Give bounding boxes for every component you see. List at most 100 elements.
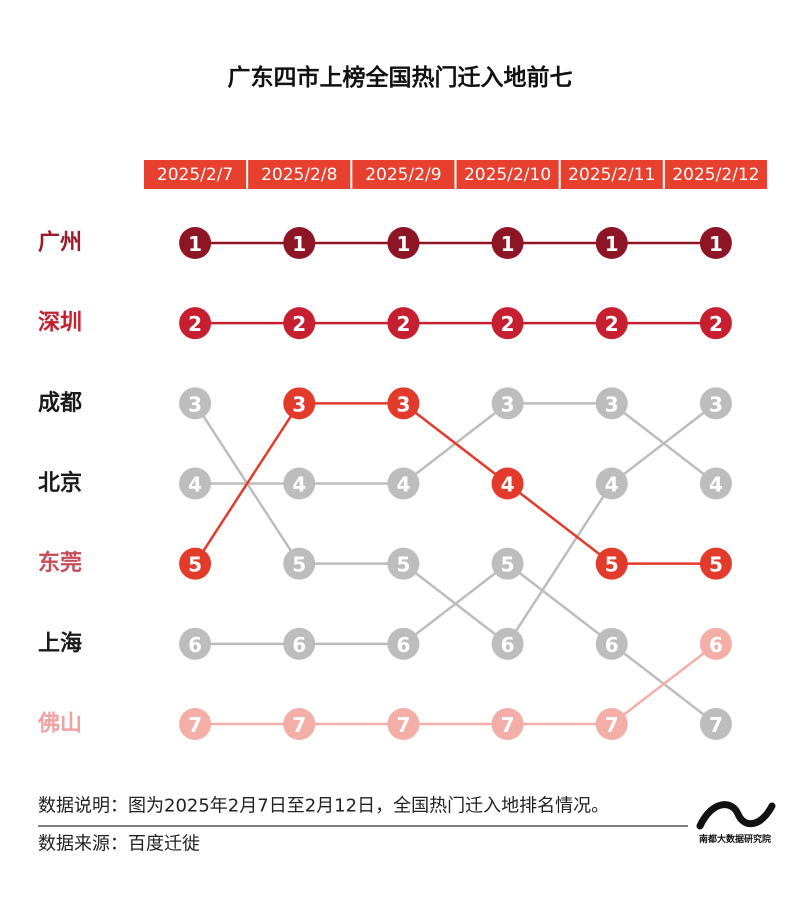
rank-node bbox=[179, 547, 212, 580]
rank-label: 5 bbox=[396, 553, 410, 577]
rank-node bbox=[179, 307, 212, 340]
row-label: 深圳 bbox=[38, 311, 82, 336]
rank-node bbox=[595, 627, 628, 660]
rank-node bbox=[387, 547, 420, 580]
date-header bbox=[248, 160, 351, 189]
rank-node bbox=[699, 467, 732, 500]
note: 数据来源：百度迁徙 bbox=[38, 834, 200, 855]
rank-node bbox=[179, 708, 212, 740]
x-tick-label: 2025/2/11 bbox=[568, 165, 655, 185]
rank-node bbox=[179, 627, 212, 660]
rank-node bbox=[595, 227, 628, 259]
rank-label: 7 bbox=[396, 713, 410, 737]
series-line bbox=[195, 642, 717, 726]
row-label: 东莞 bbox=[38, 550, 82, 576]
rank-label: 1 bbox=[501, 232, 515, 256]
rank-node bbox=[491, 467, 524, 500]
rank-label: 6 bbox=[709, 633, 723, 657]
rank-label: 2 bbox=[188, 312, 202, 336]
rank-node bbox=[699, 547, 732, 580]
row-label: 广州 bbox=[38, 230, 82, 256]
rank-node bbox=[699, 708, 732, 740]
rank-node bbox=[595, 387, 628, 420]
rank-node bbox=[595, 467, 628, 500]
rank-label: 5 bbox=[605, 553, 619, 577]
rank-label: 3 bbox=[605, 392, 619, 416]
rank-label: 7 bbox=[188, 713, 202, 737]
rank-node bbox=[179, 227, 212, 259]
rank-label: 1 bbox=[605, 232, 619, 256]
rank-node bbox=[699, 307, 732, 340]
rank-label: 5 bbox=[188, 553, 202, 577]
rank-node bbox=[595, 547, 628, 580]
rank-node bbox=[283, 307, 316, 340]
row-label: 佛山 bbox=[37, 712, 82, 737]
rank-label: 7 bbox=[709, 713, 723, 737]
rank-node bbox=[283, 227, 316, 259]
rank-label: 4 bbox=[605, 473, 619, 497]
rank-label: 7 bbox=[501, 713, 515, 737]
rank-node bbox=[283, 467, 316, 500]
note: 数据说明：图为2025年2月7日至2月12日，全国热门迁入地排名情况。 bbox=[38, 796, 609, 817]
series-line bbox=[194, 402, 717, 646]
x-tick-label: 2025/2/8 bbox=[261, 165, 337, 185]
rank-node bbox=[387, 627, 420, 660]
rank-label: 2 bbox=[396, 312, 410, 336]
rank-label: 7 bbox=[292, 713, 306, 737]
rank-label: 3 bbox=[292, 392, 306, 416]
rank-label: 4 bbox=[709, 473, 723, 497]
x-tick-label: 2025/2/7 bbox=[157, 165, 233, 185]
lines bbox=[194, 241, 717, 726]
rank-node bbox=[491, 307, 524, 340]
rank-node bbox=[283, 708, 316, 740]
x-tick-label: 2025/2/10 bbox=[464, 165, 551, 185]
rank-node bbox=[699, 387, 732, 420]
rank-label: 6 bbox=[292, 633, 306, 657]
series-line bbox=[195, 562, 717, 725]
row-label: 成都 bbox=[38, 391, 82, 416]
rank-node bbox=[699, 627, 732, 660]
rank-node bbox=[595, 708, 628, 740]
rank-label: 6 bbox=[396, 633, 410, 657]
rank-label: 1 bbox=[292, 232, 306, 256]
rank-node bbox=[387, 467, 420, 500]
date-header bbox=[144, 160, 247, 189]
logo-mark bbox=[696, 801, 776, 830]
row-label: 北京 bbox=[38, 470, 82, 496]
rank-node bbox=[283, 627, 316, 660]
rank-label: 1 bbox=[396, 232, 410, 256]
nodes: 3 5 5 6 4 3 4 4 4 3 3 4 6 6 6 5 6 7 1 1 1 1 1 1 2 2 2 2 2 2 5 3 3 4 5 5 7 7 7 7… bbox=[179, 227, 732, 740]
rank-label: 5 bbox=[501, 553, 515, 577]
rank-node bbox=[595, 307, 628, 340]
rank-node bbox=[387, 307, 420, 340]
rank-label: 4 bbox=[292, 473, 306, 497]
x-tick-label: 2025/2/9 bbox=[365, 165, 441, 185]
rank-label: 4 bbox=[501, 473, 515, 497]
rank-node bbox=[699, 227, 732, 259]
rank-label: 2 bbox=[501, 312, 515, 336]
rank-label: 4 bbox=[396, 473, 410, 497]
rank-label: 6 bbox=[188, 633, 202, 657]
rank-label: 3 bbox=[188, 392, 202, 416]
date-header bbox=[664, 160, 767, 189]
logo-text: 南都大数据研究院 bbox=[699, 833, 771, 845]
rank-node bbox=[491, 227, 524, 259]
rank-label: 6 bbox=[605, 633, 619, 657]
rank-label: 4 bbox=[188, 473, 202, 497]
rank-node bbox=[283, 547, 316, 580]
rank-label: 1 bbox=[709, 232, 723, 256]
rank-node bbox=[387, 387, 420, 420]
date-header bbox=[560, 160, 663, 189]
rank-label: 3 bbox=[396, 392, 410, 416]
date-header bbox=[352, 160, 455, 189]
rank-node bbox=[179, 387, 212, 420]
series-line bbox=[194, 402, 716, 565]
rank-node bbox=[491, 708, 524, 740]
rank-label: 5 bbox=[709, 553, 723, 577]
rank-label: 3 bbox=[501, 392, 515, 416]
rank-label: 5 bbox=[292, 553, 306, 577]
rank-label: 2 bbox=[292, 312, 306, 336]
rank-label: 7 bbox=[605, 713, 619, 737]
rank-node bbox=[387, 227, 420, 259]
chart-title: 广东四市上榜全国热门迁入地前七 bbox=[228, 64, 573, 91]
